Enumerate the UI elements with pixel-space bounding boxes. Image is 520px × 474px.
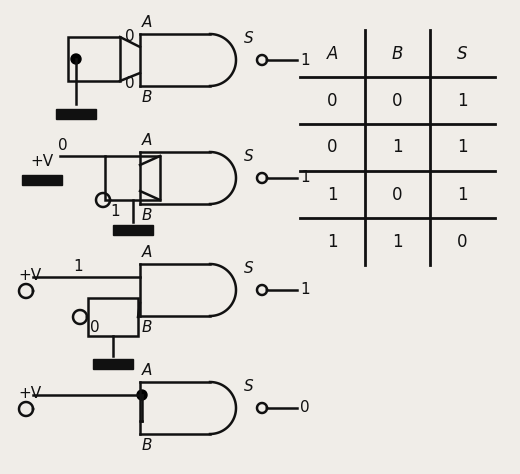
Text: 0: 0	[90, 320, 100, 335]
Text: S: S	[244, 149, 254, 164]
Text: 0: 0	[392, 185, 403, 203]
Text: 0: 0	[327, 91, 338, 109]
Text: B: B	[142, 320, 152, 335]
Text: 1: 1	[327, 233, 338, 250]
Bar	[112, 225, 152, 235]
Text: 0: 0	[457, 233, 468, 250]
Text: 0: 0	[58, 138, 68, 153]
Text: S: S	[244, 261, 254, 276]
Text: 1: 1	[110, 204, 120, 219]
Bar	[93, 359, 133, 369]
Text: A: A	[327, 45, 338, 63]
Text: 1: 1	[73, 259, 83, 274]
Text: +V: +V	[30, 155, 53, 170]
Text: 1: 1	[392, 233, 403, 250]
Circle shape	[137, 390, 147, 400]
Text: 1: 1	[457, 138, 468, 156]
Text: 0: 0	[125, 29, 135, 44]
Text: B: B	[142, 90, 152, 105]
Text: B: B	[142, 438, 152, 453]
Bar	[88, 298, 138, 336]
Text: S: S	[457, 45, 468, 63]
Bar	[68, 37, 120, 81]
Text: A: A	[142, 245, 152, 260]
Text: +V: +V	[18, 267, 41, 283]
Bar	[56, 109, 96, 119]
Text: A: A	[142, 133, 152, 148]
Text: 0: 0	[300, 401, 309, 416]
Text: 1: 1	[392, 138, 403, 156]
Text: B: B	[392, 45, 403, 63]
Text: 1: 1	[457, 185, 468, 203]
Text: 1: 1	[300, 53, 309, 67]
Text: 1: 1	[327, 185, 338, 203]
Text: B: B	[142, 208, 152, 223]
Text: A: A	[142, 15, 152, 30]
Bar	[105, 156, 160, 200]
Text: 0: 0	[327, 138, 338, 156]
Circle shape	[71, 54, 81, 64]
Bar	[22, 175, 62, 185]
Text: +V: +V	[18, 385, 41, 401]
Text: 1: 1	[457, 91, 468, 109]
Text: 1: 1	[300, 283, 309, 298]
Text: 0: 0	[125, 76, 135, 91]
Text: A: A	[142, 363, 152, 378]
Text: 1: 1	[300, 171, 309, 185]
Text: S: S	[244, 379, 254, 394]
Text: 0: 0	[392, 91, 403, 109]
Text: S: S	[244, 31, 254, 46]
